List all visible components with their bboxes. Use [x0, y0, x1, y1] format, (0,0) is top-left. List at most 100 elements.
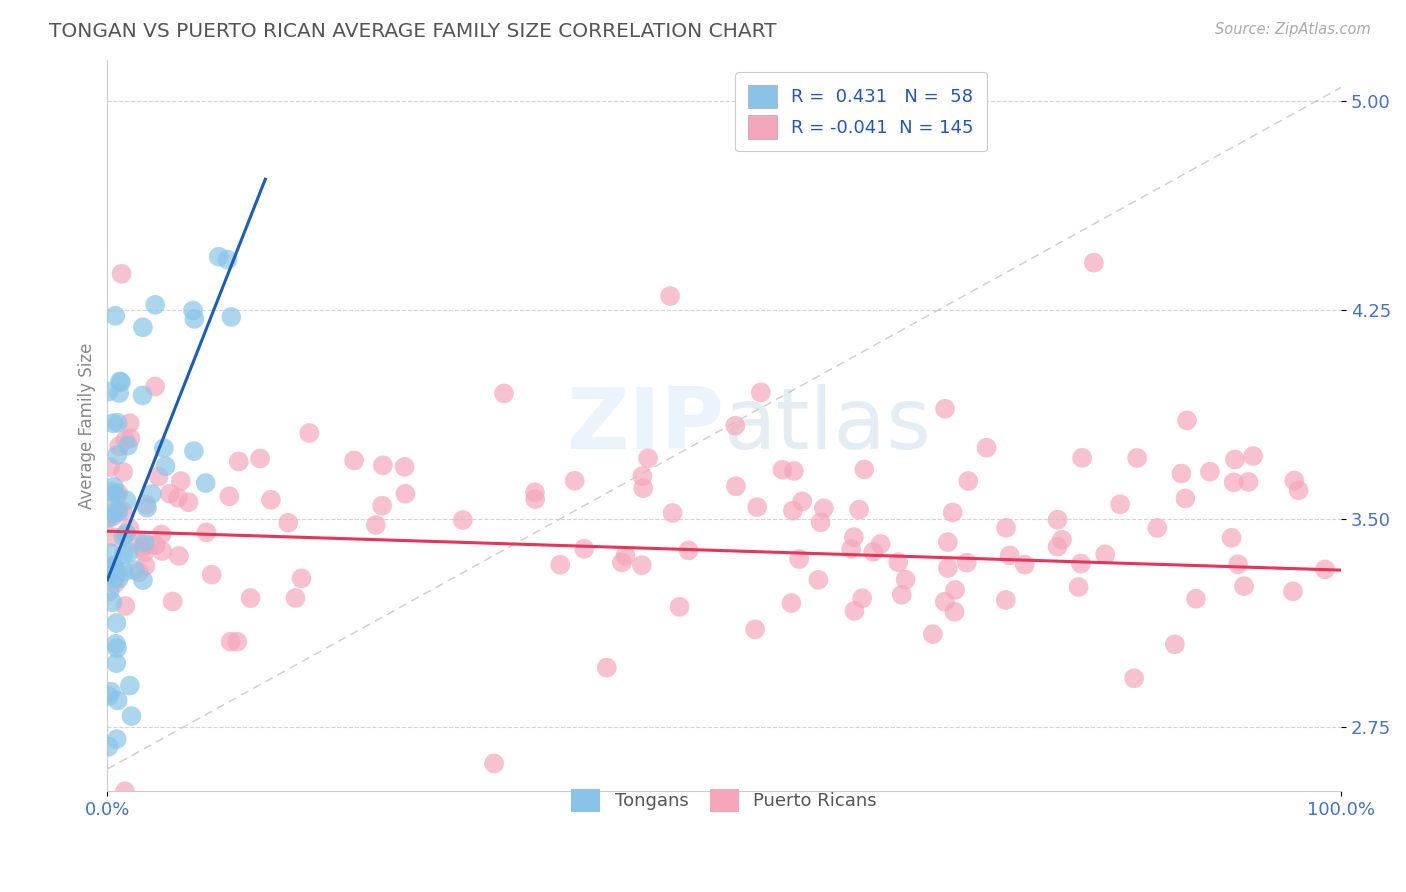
Point	[943, 582, 966, 597]
Point	[150, 544, 173, 558]
Point	[284, 591, 307, 605]
Point	[942, 506, 965, 520]
Point	[228, 454, 250, 468]
Point	[630, 558, 652, 573]
Point	[105, 615, 128, 630]
Point	[105, 564, 128, 578]
Point	[869, 537, 891, 551]
Point	[107, 416, 129, 430]
Point	[894, 573, 917, 587]
Text: atlas: atlas	[724, 384, 932, 467]
Point	[839, 541, 862, 556]
Point	[100, 490, 122, 504]
Point	[998, 549, 1021, 563]
Point	[134, 558, 156, 573]
Point	[1067, 580, 1090, 594]
Point	[98, 562, 121, 576]
Point	[1126, 450, 1149, 465]
Point	[98, 510, 121, 524]
Point	[124, 563, 146, 577]
Point	[1094, 547, 1116, 561]
Point	[783, 464, 806, 478]
Point	[851, 591, 873, 606]
Point	[104, 309, 127, 323]
Text: TONGAN VS PUERTO RICAN AVERAGE FAMILY SIZE CORRELATION CHART: TONGAN VS PUERTO RICAN AVERAGE FAMILY SI…	[49, 22, 776, 41]
Point	[118, 416, 141, 430]
Point	[813, 501, 835, 516]
Point	[1175, 413, 1198, 427]
Point	[136, 500, 159, 515]
Point	[170, 474, 193, 488]
Point	[782, 503, 804, 517]
Point	[596, 660, 619, 674]
Point	[976, 441, 998, 455]
Point	[103, 506, 125, 520]
Point	[290, 571, 312, 585]
Point	[105, 657, 128, 671]
Y-axis label: Average Family Size: Average Family Size	[79, 343, 96, 508]
Point	[100, 684, 122, 698]
Point	[1014, 558, 1036, 572]
Point	[134, 545, 156, 559]
Point	[143, 298, 166, 312]
Point	[112, 565, 135, 579]
Point	[97, 384, 120, 399]
Point	[239, 591, 262, 605]
Point	[141, 487, 163, 501]
Point	[661, 506, 683, 520]
Point	[201, 567, 224, 582]
Point	[1164, 637, 1187, 651]
Point	[887, 555, 910, 569]
Point	[145, 538, 167, 552]
Point	[103, 560, 125, 574]
Point	[98, 584, 121, 599]
Point	[1223, 452, 1246, 467]
Point	[107, 693, 129, 707]
Point	[104, 576, 127, 591]
Point	[132, 573, 155, 587]
Point	[177, 495, 200, 509]
Point	[114, 433, 136, 447]
Point	[112, 547, 135, 561]
Point	[1185, 591, 1208, 606]
Point	[1227, 558, 1250, 572]
Point	[150, 527, 173, 541]
Point	[1241, 449, 1264, 463]
Point	[921, 627, 943, 641]
Point	[134, 535, 156, 549]
Point	[451, 513, 474, 527]
Point	[614, 549, 637, 563]
Point	[668, 599, 690, 614]
Point	[1109, 497, 1132, 511]
Point	[118, 679, 141, 693]
Point	[114, 599, 136, 613]
Point	[117, 439, 139, 453]
Point	[155, 459, 177, 474]
Point	[260, 492, 283, 507]
Point	[219, 310, 242, 324]
Point	[678, 543, 700, 558]
Point	[107, 505, 129, 519]
Point	[108, 439, 131, 453]
Point	[995, 521, 1018, 535]
Point	[371, 499, 394, 513]
Point	[115, 493, 138, 508]
Point	[957, 474, 980, 488]
Point	[343, 453, 366, 467]
Point	[108, 572, 131, 586]
Point	[934, 401, 956, 416]
Point	[131, 388, 153, 402]
Point	[994, 593, 1017, 607]
Point	[108, 386, 131, 401]
Point	[548, 558, 571, 572]
Point	[572, 541, 595, 556]
Point	[121, 709, 143, 723]
Point	[128, 565, 150, 579]
Point	[482, 756, 505, 771]
Point	[364, 518, 387, 533]
Point	[844, 604, 866, 618]
Point	[219, 634, 242, 648]
Point	[1282, 584, 1305, 599]
Point	[1071, 450, 1094, 465]
Point	[183, 444, 205, 458]
